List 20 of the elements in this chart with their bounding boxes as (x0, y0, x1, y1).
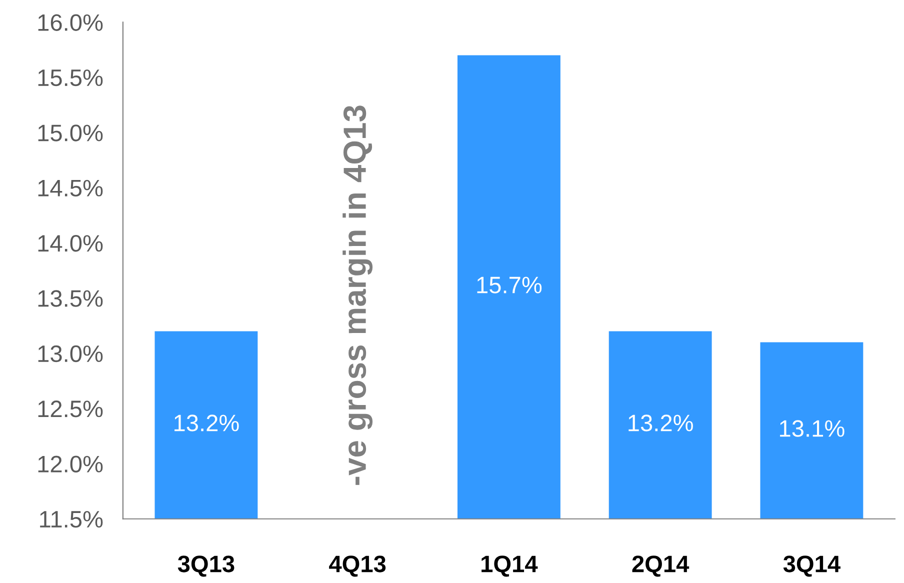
x-tick-label: 1Q14 (482, 556, 538, 577)
y-tick-label: 15.5% (38, 70, 103, 86)
y-tick-label: 12.5% (38, 400, 103, 418)
data-label: 13.2% (174, 414, 239, 432)
data-label: 13.2% (628, 414, 693, 432)
y-tick-label: 14.0% (38, 234, 103, 252)
y-tick-label: 11.5% (40, 511, 103, 528)
y-tick-label: 16.0% (38, 14, 103, 31)
x-tick-label: 3Q13 (178, 556, 234, 577)
annotation: -ve gross margin in 4Q13 (342, 106, 373, 485)
data-label: 15.7% (477, 276, 542, 294)
y-tick-label: 14.5% (38, 180, 103, 197)
data-label: 13.1% (780, 420, 844, 437)
y-tick-label: 15.0% (38, 124, 103, 142)
x-tick-label: 4Q13 (329, 556, 386, 577)
y-tick-label: 12.0% (38, 456, 103, 472)
x-tick-label: 2Q14 (632, 556, 690, 577)
y-tick-label: 13.0% (38, 345, 103, 362)
x-tick-label: 3Q14 (783, 556, 840, 577)
y-tick-label: 13.5% (38, 290, 103, 307)
